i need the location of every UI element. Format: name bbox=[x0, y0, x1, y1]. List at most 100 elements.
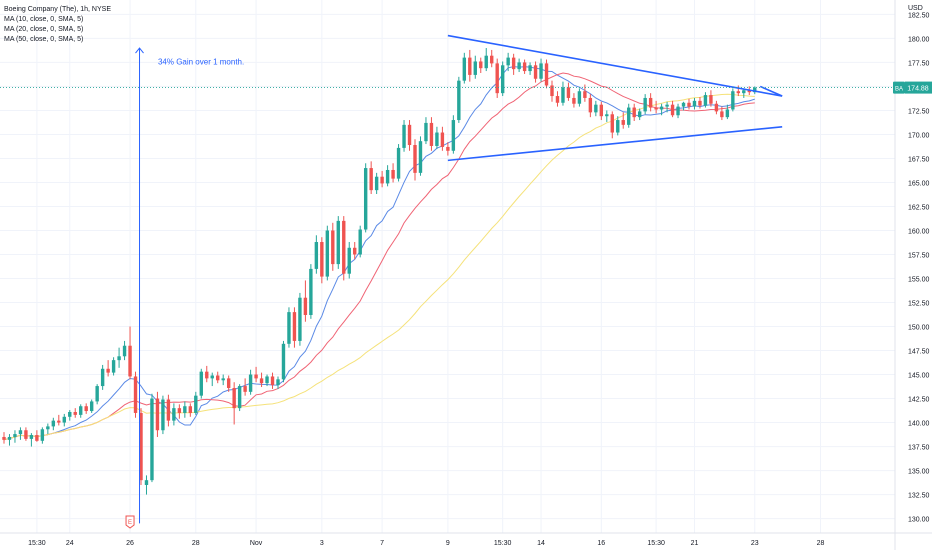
candle-body bbox=[363, 168, 368, 230]
candle bbox=[429, 117, 434, 151]
candle-body bbox=[670, 104, 675, 116]
y-axis[interactable]: 130.00 132.50 135.00 137.50 140.00 142.50 145.… bbox=[893, 0, 932, 550]
earnings-marker[interactable]: E bbox=[125, 515, 135, 529]
candle-body bbox=[117, 356, 121, 361]
candle-body bbox=[709, 95, 713, 104]
candle-body bbox=[720, 111, 724, 118]
candle bbox=[616, 116, 620, 136]
candle-body bbox=[232, 387, 236, 409]
last-price-label: 174.88 bbox=[907, 86, 929, 93]
candle bbox=[2, 432, 6, 444]
candle-body bbox=[221, 378, 225, 381]
trendline-apex bbox=[759, 85, 783, 97]
earnings-badge bbox=[125, 515, 135, 529]
candle bbox=[627, 103, 631, 128]
candle-body bbox=[172, 408, 176, 421]
candle-body bbox=[736, 91, 741, 94]
candle bbox=[40, 427, 45, 444]
candle bbox=[128, 326, 132, 380]
candle bbox=[665, 101, 669, 113]
candle bbox=[703, 92, 708, 108]
candle bbox=[243, 378, 247, 396]
candle-body bbox=[347, 247, 351, 274]
candle-body bbox=[385, 169, 390, 184]
candle bbox=[298, 292, 302, 346]
candle bbox=[698, 96, 702, 109]
candle-body bbox=[18, 430, 23, 435]
candle bbox=[539, 58, 543, 82]
candle bbox=[407, 120, 412, 151]
candle-body bbox=[599, 104, 604, 117]
candle bbox=[363, 163, 368, 233]
candle-body bbox=[128, 345, 132, 377]
candle-body bbox=[528, 65, 532, 72]
candle bbox=[621, 112, 625, 129]
y-tick-label: 142.50 bbox=[908, 397, 930, 404]
candle bbox=[106, 360, 110, 377]
candle-body bbox=[374, 176, 379, 191]
candle-body bbox=[95, 386, 99, 402]
candle bbox=[303, 280, 308, 322]
candle-body bbox=[243, 386, 247, 392]
candle bbox=[270, 372, 275, 389]
x-tick-label: 9 bbox=[446, 540, 450, 547]
y-tick-label: 140.00 bbox=[908, 421, 930, 428]
candle bbox=[89, 399, 94, 413]
candle-body bbox=[35, 435, 39, 441]
symbol-tag-label: BA bbox=[895, 87, 903, 93]
candle bbox=[358, 225, 362, 258]
symbol-tag bbox=[893, 81, 905, 94]
y-tick-label: 182.50 bbox=[908, 12, 930, 19]
legend-ma20[interactable]: MA (20, close, 0, SMA, 5) bbox=[4, 26, 84, 33]
candle-body bbox=[435, 132, 439, 146]
candle-body bbox=[226, 378, 231, 388]
candle bbox=[287, 307, 291, 348]
candle bbox=[161, 395, 165, 435]
candle bbox=[73, 408, 77, 418]
candle bbox=[122, 340, 127, 361]
candle bbox=[51, 417, 56, 431]
candle-body bbox=[353, 247, 357, 255]
x-tick-label: 3 bbox=[320, 540, 324, 547]
y-tick-label: 177.50 bbox=[908, 60, 930, 67]
y-tick-label: 137.50 bbox=[908, 445, 930, 452]
candle bbox=[117, 347, 121, 368]
y-tick-label: 165.00 bbox=[908, 180, 930, 187]
x-axis[interactable]: 15:30 24 26 28 Nov 3 7 9 15:30 14 16 15:30 21 23 28 bbox=[0, 532, 932, 547]
candle bbox=[396, 144, 401, 182]
x-tick-label: 7 bbox=[380, 540, 384, 547]
moving-average-lines bbox=[3, 66, 755, 441]
y-tick-label: 152.50 bbox=[908, 301, 930, 308]
candle bbox=[500, 61, 505, 97]
candle-body bbox=[298, 297, 302, 341]
candle bbox=[605, 110, 609, 122]
candle bbox=[670, 100, 675, 118]
y-tick-label: 145.00 bbox=[908, 373, 930, 380]
candle-body bbox=[199, 371, 203, 396]
candle-body bbox=[73, 411, 77, 415]
candle bbox=[506, 52, 510, 72]
candle-body bbox=[122, 345, 127, 357]
candle bbox=[731, 88, 735, 112]
trendlines bbox=[0, 34, 895, 162]
candle bbox=[265, 374, 269, 387]
legend-ma10[interactable]: MA (10, close, 0, SMA, 5) bbox=[4, 16, 84, 23]
candle bbox=[177, 404, 182, 419]
candle bbox=[144, 475, 149, 495]
legend-ma50[interactable]: MA (50, close, 0, SMA, 5) bbox=[4, 36, 84, 43]
candle bbox=[194, 391, 198, 415]
candle bbox=[292, 307, 297, 348]
ma-line-50 bbox=[3, 93, 755, 441]
candle-body bbox=[566, 87, 571, 98]
candle-body bbox=[276, 379, 280, 386]
candle-body bbox=[616, 120, 620, 133]
candle-body bbox=[479, 61, 483, 69]
candle-body bbox=[506, 57, 510, 66]
candle bbox=[374, 172, 379, 194]
candle-body bbox=[68, 411, 72, 417]
candle bbox=[336, 216, 340, 269]
candle bbox=[522, 59, 527, 74]
y-tick-label: 172.50 bbox=[908, 108, 930, 115]
